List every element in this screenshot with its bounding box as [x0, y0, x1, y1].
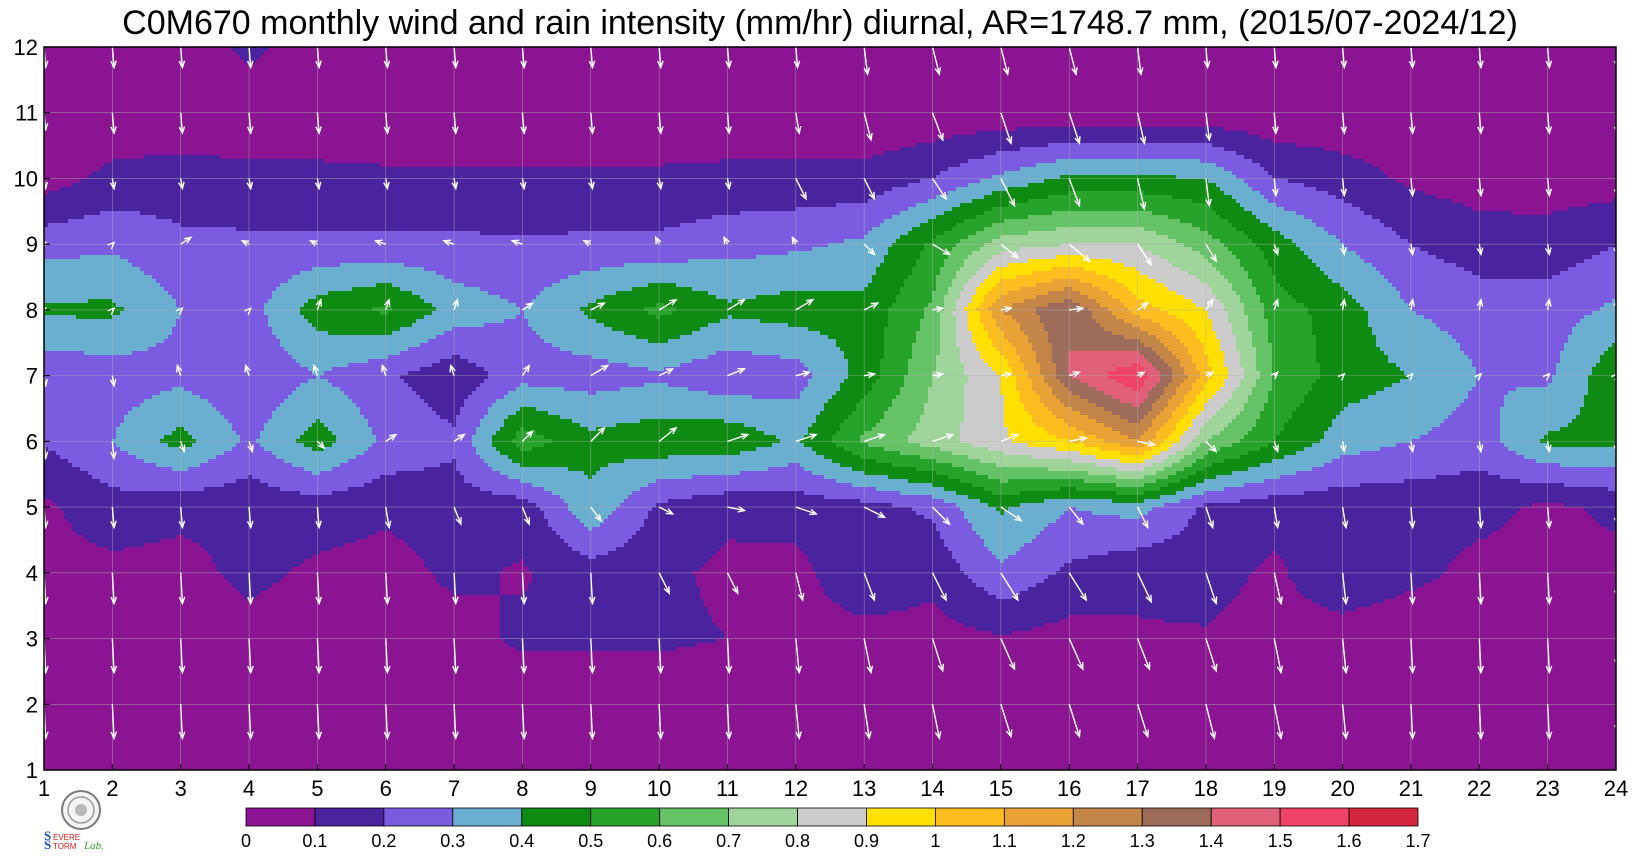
colorbar-label: 0.5 — [578, 831, 603, 851]
x-tick-label: 13 — [852, 776, 876, 801]
colorbar-label: 0.1 — [302, 831, 327, 851]
x-tick-label: 16 — [1057, 776, 1081, 801]
y-tick-label: 10 — [14, 166, 38, 191]
x-tick-label: 8 — [516, 776, 528, 801]
x-tick-label: 6 — [380, 776, 392, 801]
x-tick-label: 22 — [1467, 776, 1491, 801]
y-tick-label: 6 — [26, 429, 38, 454]
colorbar-label: 0.2 — [371, 831, 396, 851]
colorbar-label: 0.9 — [854, 831, 879, 851]
colorbar-label: 1 — [930, 831, 940, 851]
colorbar-swatch — [935, 808, 1004, 826]
y-tick-label: 7 — [26, 364, 38, 389]
y-tick-label: 1 — [26, 758, 38, 783]
colorbar-label: 0.7 — [716, 831, 741, 851]
x-tick-label: 12 — [784, 776, 808, 801]
colorbar-label: 1.6 — [1337, 831, 1362, 851]
colorbar-swatch — [315, 808, 384, 826]
y-tick-label: 12 — [14, 35, 38, 60]
colorbar-label: 1.7 — [1405, 831, 1430, 851]
colorbar-swatch — [866, 808, 935, 826]
colorbar-swatch — [729, 808, 798, 826]
x-tick-label: 18 — [1194, 776, 1218, 801]
x-tick-label: 5 — [311, 776, 323, 801]
x-tick-label: 9 — [585, 776, 597, 801]
x-tick-label: 3 — [175, 776, 187, 801]
colorbar-swatch — [660, 808, 729, 826]
x-tick-label: 7 — [448, 776, 460, 801]
colorbar-swatch — [591, 808, 660, 826]
colorbar-label: 1.5 — [1268, 831, 1293, 851]
y-tick-label: 3 — [26, 627, 38, 652]
y-tick-label: 8 — [26, 298, 38, 323]
x-tick-label: 10 — [647, 776, 671, 801]
colorbar-swatch — [798, 808, 867, 826]
colorbar-label: 0.4 — [509, 831, 534, 851]
colorbar-label: 1.4 — [1199, 831, 1224, 851]
x-tick-label: 21 — [1399, 776, 1423, 801]
x-tick-label: 15 — [989, 776, 1013, 801]
colorbar-swatch — [1142, 808, 1211, 826]
y-tick-label: 9 — [26, 232, 38, 257]
colorbar-swatch — [1073, 808, 1142, 826]
colorbar-label: 0 — [241, 831, 251, 851]
colorbar-label: 0.8 — [785, 831, 810, 851]
y-tick-label: 11 — [15, 101, 38, 126]
colorbar-swatch — [1280, 808, 1349, 826]
x-tick-label: 17 — [1125, 776, 1149, 801]
lab-seal-icon: S EVERE S TORM Lab. — [42, 790, 120, 850]
colorbar-swatch — [246, 808, 315, 826]
colorbar-swatch — [522, 808, 591, 826]
colorbar-label: 1.2 — [1061, 831, 1086, 851]
x-tick-label: 24 — [1604, 776, 1628, 801]
colorbar-swatch — [384, 808, 453, 826]
rain-intensity-field — [44, 47, 1617, 772]
y-tick-label: 5 — [26, 495, 38, 520]
colorbar-label: 0.6 — [647, 831, 672, 851]
x-tick-label: 23 — [1535, 776, 1559, 801]
colorbar-label: 1.1 — [992, 831, 1017, 851]
colorbar-label: 0.3 — [440, 831, 465, 851]
colorbar-label: 1.3 — [1130, 831, 1155, 851]
x-tick-label: 19 — [1262, 776, 1286, 801]
colorbar: 0 0.1 0.2 0.3 0.4 0.5 0.6 0.7 0.8 0.9 1 1.1 1.2 1.3 1.… — [241, 808, 1431, 851]
y-tick-label: 2 — [26, 692, 38, 717]
colorbar-swatch — [1349, 808, 1418, 826]
x-tick-label: 20 — [1330, 776, 1354, 801]
colorbar-swatch — [453, 808, 522, 826]
y-tick-label: 4 — [26, 561, 38, 586]
x-tick-label: 11 — [716, 776, 739, 801]
x-tick-label: 4 — [243, 776, 255, 801]
colorbar-swatch — [1211, 808, 1280, 826]
colorbar-swatch — [1004, 808, 1073, 826]
lab-logo: S EVERE S TORM Lab. — [42, 790, 120, 850]
x-tick-label: 14 — [920, 776, 944, 801]
